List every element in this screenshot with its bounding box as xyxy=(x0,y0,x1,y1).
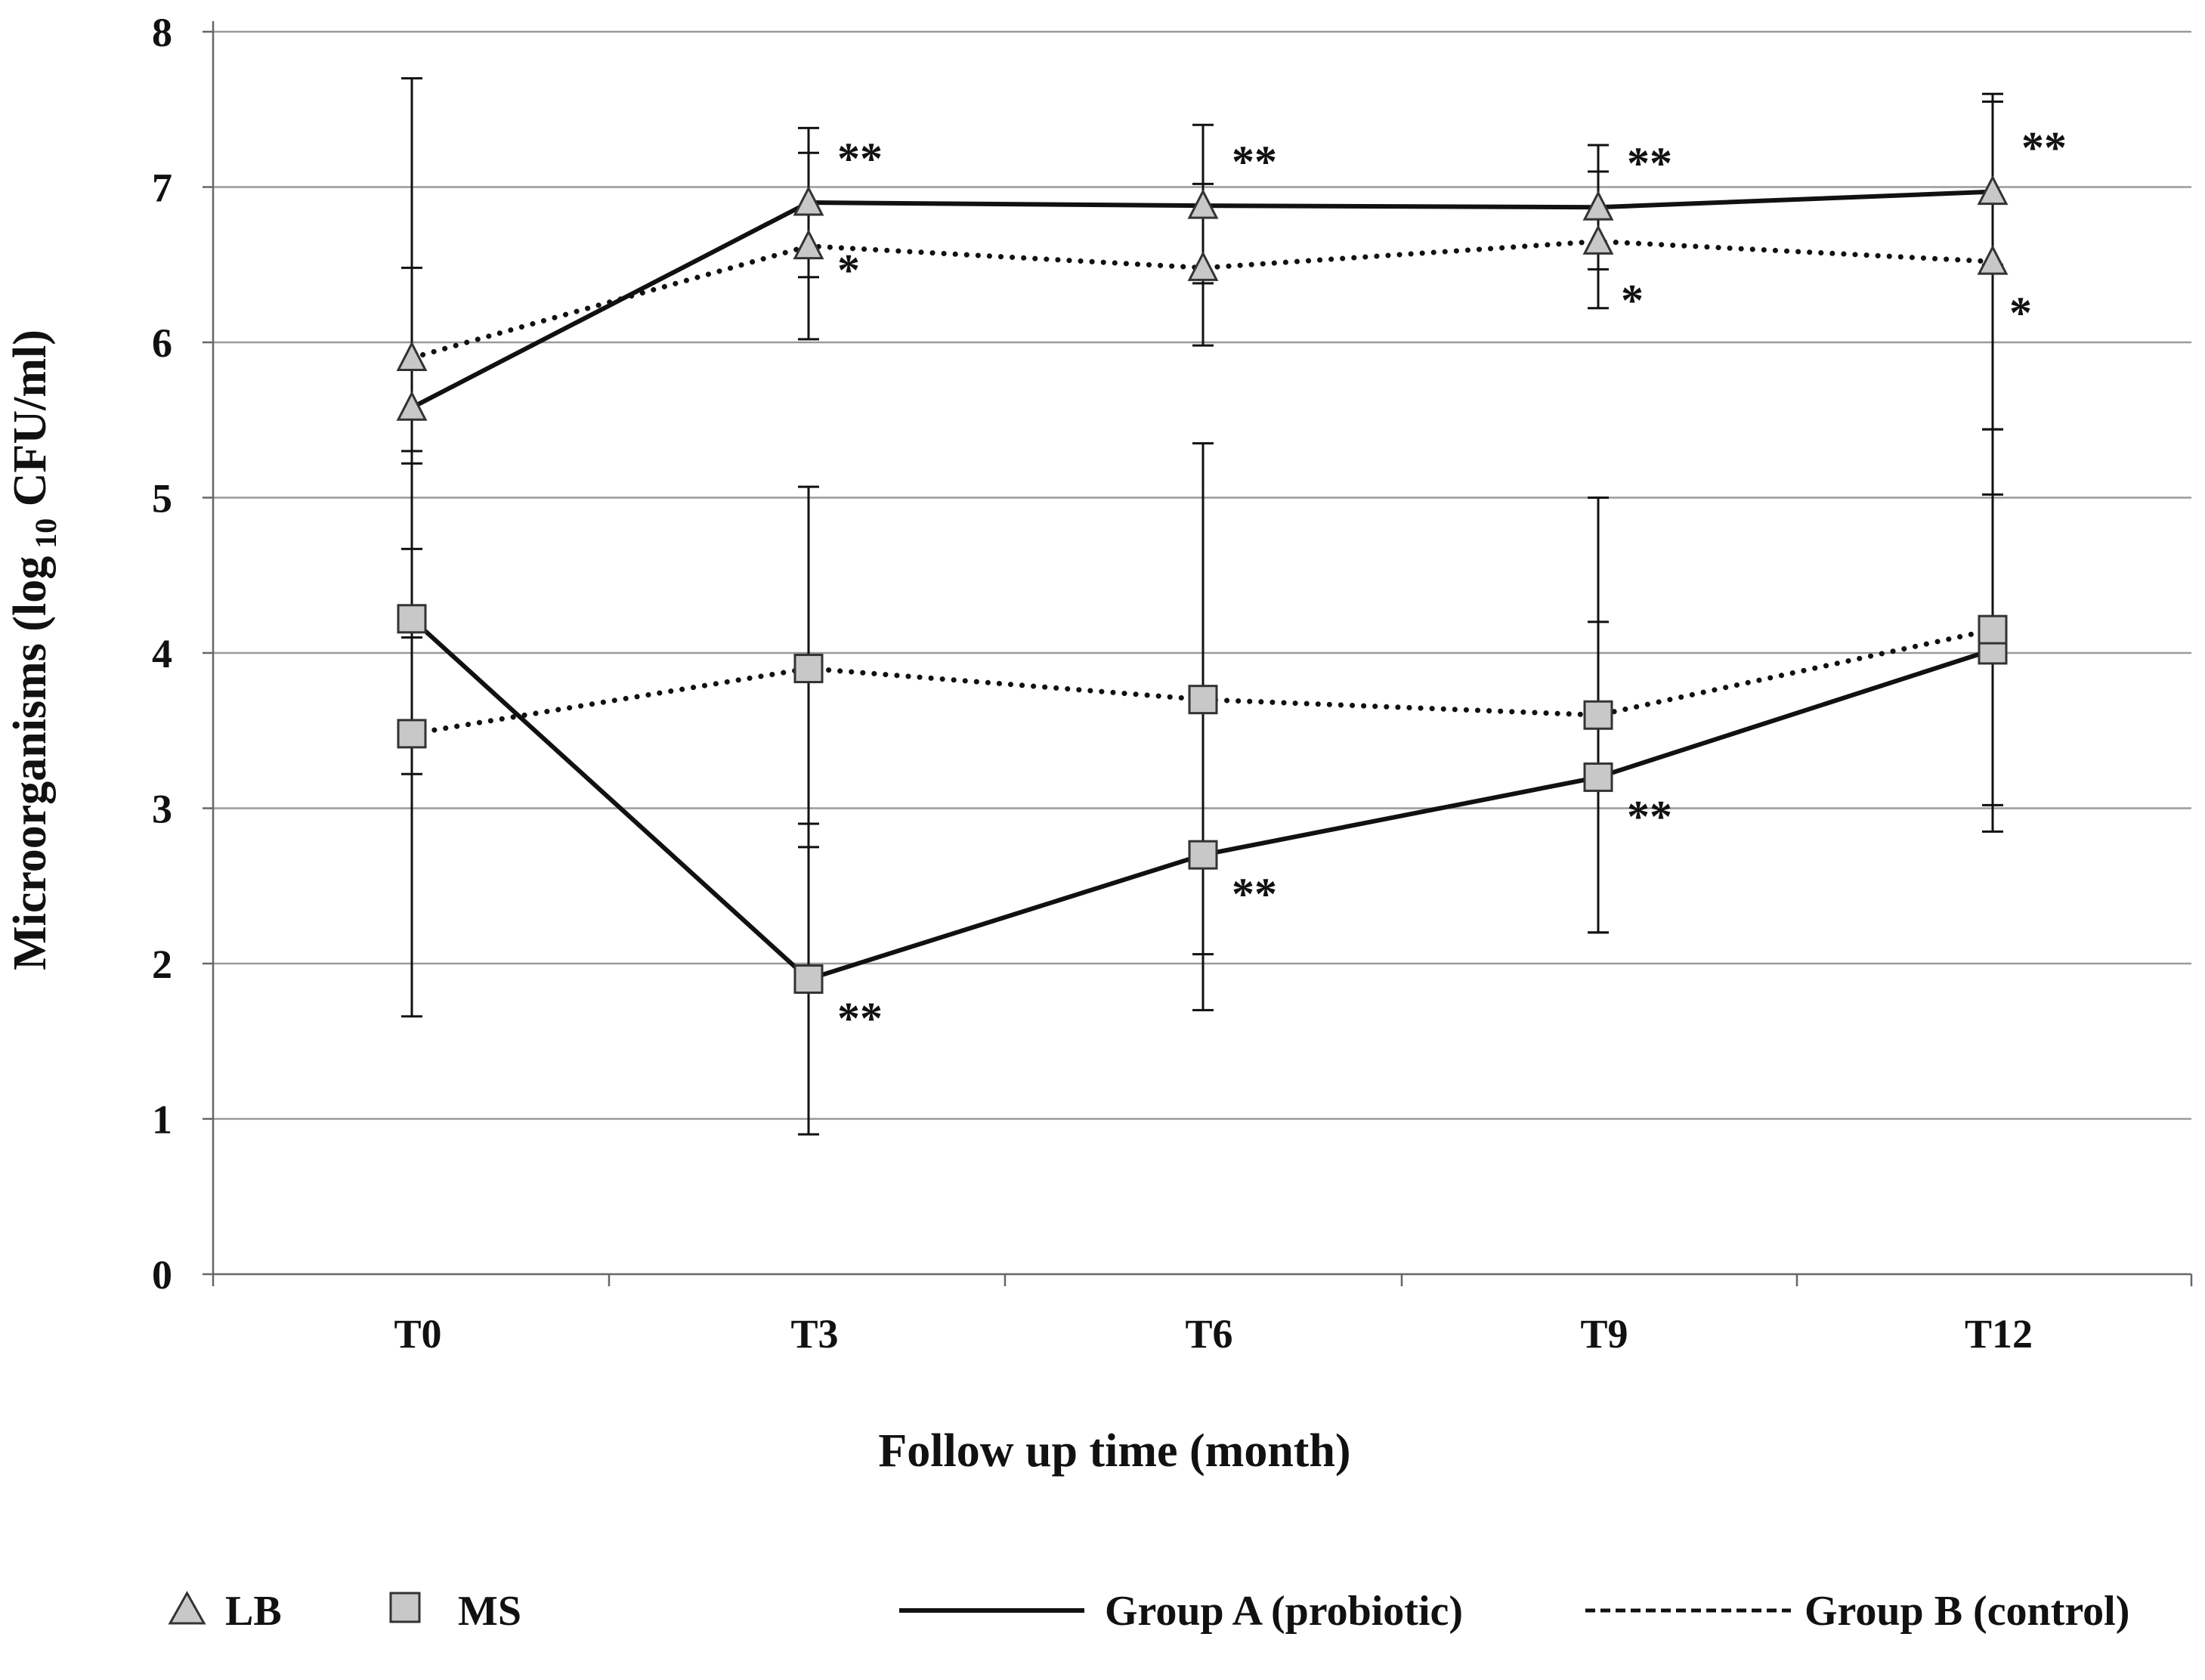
y-axis-title: Microorganisms (log 10 CFU/ml) xyxy=(5,330,63,970)
marker-ms-group-a-T3 xyxy=(793,964,824,995)
y-axis-title-main: Microorganisms (log xyxy=(5,556,56,970)
y-tick-label-2: 2 xyxy=(152,942,172,987)
marker-ms-group-b-T0 xyxy=(397,719,427,749)
x-tick-label-T0: T0 xyxy=(394,1311,441,1357)
annotation-ms-group-a-T9: ** xyxy=(1627,791,1672,841)
x-tick-label-T6: T6 xyxy=(1185,1311,1232,1357)
legend-triangle-marker xyxy=(168,1590,206,1625)
y-tick-label-8: 8 xyxy=(152,10,172,55)
x-tick-label-T12: T12 xyxy=(1965,1311,2033,1357)
error-bars xyxy=(401,77,2003,1136)
marker-lb-group-b-T9 xyxy=(1582,224,1614,255)
axes: 0 1 2 3 4 5 6 7 8 T0 T3 T6 T9 T12 xyxy=(152,10,2193,1357)
annotation-lb-group-b-T3: * xyxy=(837,246,860,295)
legend-square-marker xyxy=(389,1592,421,1623)
marker-lb-group-a-T9 xyxy=(1582,190,1614,221)
marker-ms-group-b-T6 xyxy=(1188,685,1218,715)
y-axis-title-tail: CFU/ml) xyxy=(5,330,56,518)
marker-lb-group-a-T3 xyxy=(793,185,824,216)
marker-lb-group-b-T3 xyxy=(793,229,824,260)
annotation-lb-group-b-T9: * xyxy=(1621,275,1644,325)
annotation-lb-group-b-T12: * xyxy=(2009,288,2032,338)
x-axis-title: Follow up time (month) xyxy=(878,1425,1350,1477)
marker-lb-group-a-T12 xyxy=(1977,175,2009,206)
x-tick-label-T9: T9 xyxy=(1580,1311,1628,1357)
marker-ms-group-b-T3 xyxy=(793,654,824,684)
marker-lb-group-b-T0 xyxy=(396,341,428,372)
series-line-lb-group-b xyxy=(409,238,1996,361)
marker-ms-group-a-T0 xyxy=(397,604,427,634)
legend-label-group-b: Group B (control) xyxy=(1805,1588,2129,1635)
y-tick-label-7: 7 xyxy=(152,166,172,211)
marker-ms-group-b-T9 xyxy=(1583,700,1613,730)
y-tick-label-3: 3 xyxy=(152,787,172,832)
x-tick-label-T3: T3 xyxy=(790,1311,838,1357)
y-tick-label-4: 4 xyxy=(152,631,172,676)
annotation-ms-group-a-T6: ** xyxy=(1232,869,1277,919)
annotation-ms-group-a-T3: ** xyxy=(837,994,883,1044)
series-markers xyxy=(396,175,2009,995)
legend-label-ms: MS xyxy=(458,1588,521,1635)
marker-ms-group-a-T6 xyxy=(1188,840,1218,870)
marker-ms-group-a-T9 xyxy=(1583,762,1613,792)
marker-lb-group-a-T6 xyxy=(1187,188,1219,219)
marker-lb-group-b-T6 xyxy=(1187,251,1219,281)
annotation-lb-group-a-T9: ** xyxy=(1627,138,1672,188)
annotation-lb-group-a-T6: ** xyxy=(1232,137,1277,187)
y-tick-label-5: 5 xyxy=(152,476,172,521)
y-tick-label-1: 1 xyxy=(152,1097,172,1143)
annotation-lb-group-a-T12: ** xyxy=(2021,123,2067,173)
y-tick-label-6: 6 xyxy=(152,320,172,366)
legend-label-lb: LB xyxy=(225,1588,282,1635)
significance-annotations: ** ** ** **** ******* xyxy=(837,123,2067,1044)
marker-ms-group-b-T12 xyxy=(1978,614,2008,645)
legend-label-group-a: Group A (probiotic) xyxy=(1105,1588,1463,1635)
marker-lb-group-a-T0 xyxy=(396,391,428,421)
marker-lb-group-b-T12 xyxy=(1977,244,2009,275)
annotation-lb-group-a-T3: ** xyxy=(837,134,883,184)
legend: LB MS Group A (probiotic) Group B (contr… xyxy=(168,1588,2129,1635)
y-tick-label-0: 0 xyxy=(152,1252,172,1298)
y-axis-title-subscript: 10 xyxy=(29,518,63,549)
